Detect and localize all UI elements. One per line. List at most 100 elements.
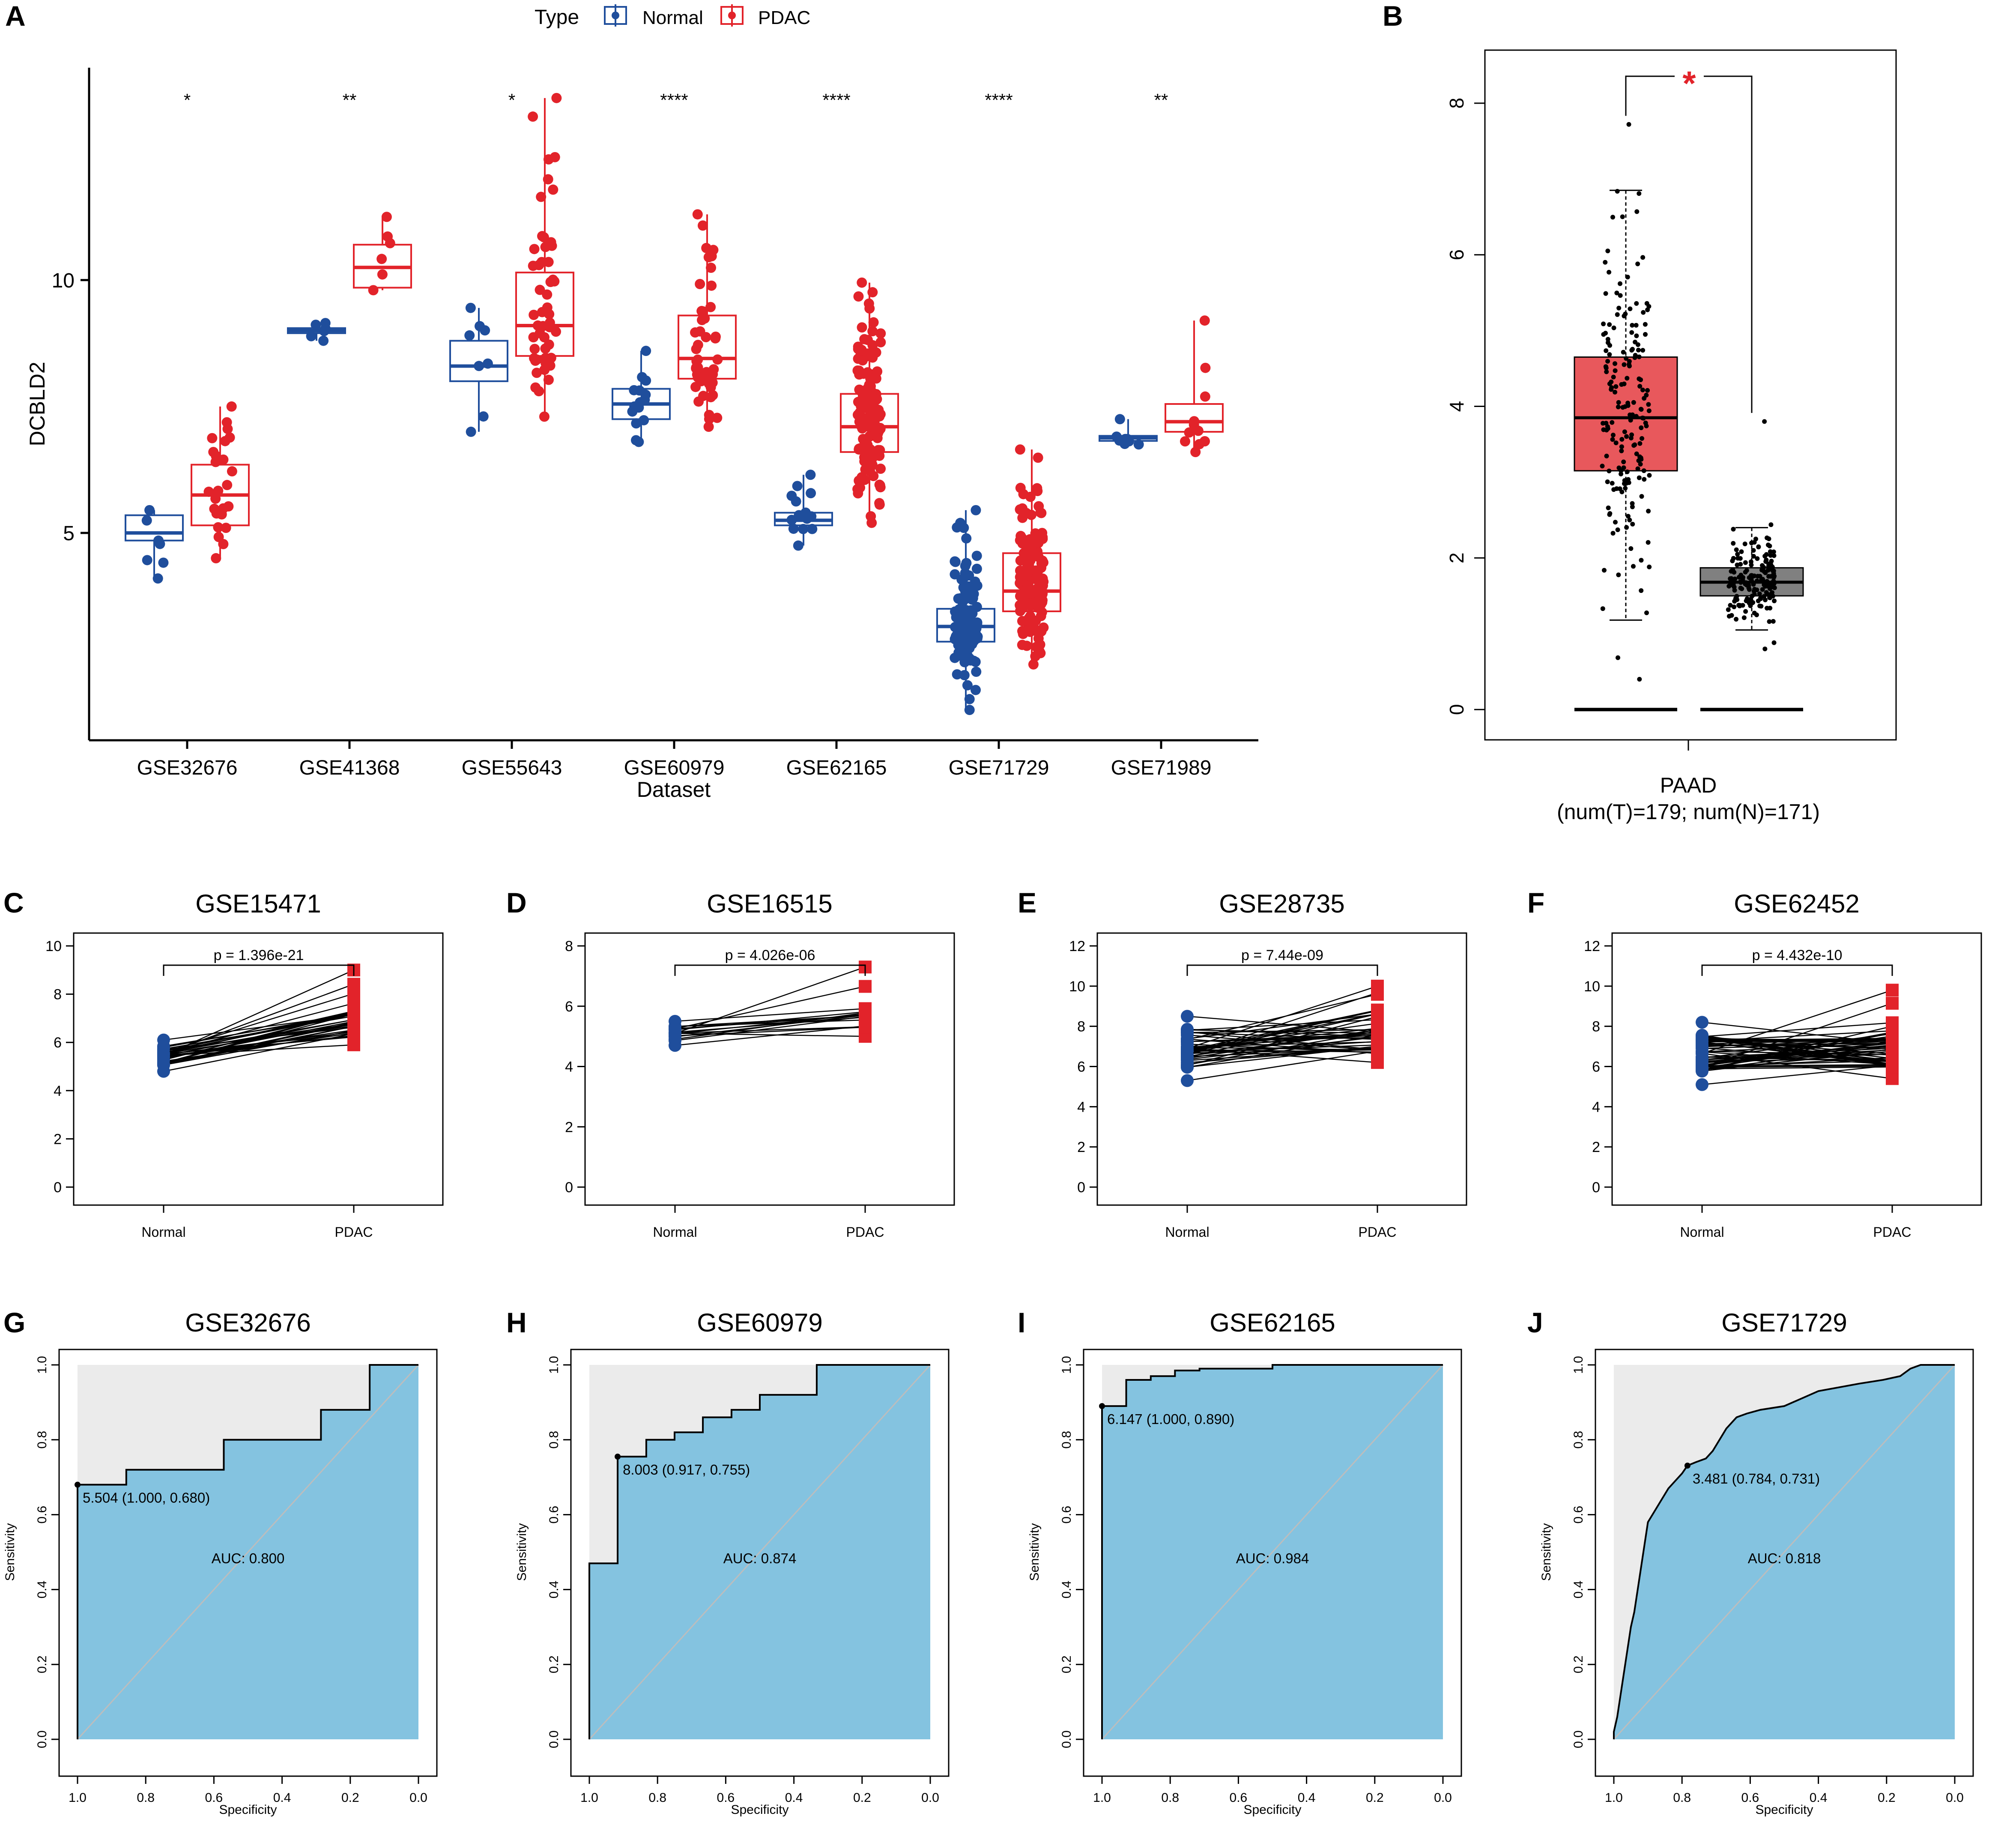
pair-line (1187, 1032, 1378, 1040)
pair-line (675, 1019, 866, 1027)
data-point (1610, 531, 1616, 536)
panel-letter-j: J (1527, 1307, 1543, 1338)
data-point-pdac (706, 263, 717, 273)
data-point-pdac (712, 354, 723, 365)
significance-star: * (1682, 64, 1696, 102)
data-point-pdac (863, 298, 874, 309)
data-point (1619, 437, 1625, 442)
data-point-pdac (211, 451, 221, 461)
data-point (1749, 575, 1754, 580)
data-point (1732, 570, 1737, 575)
data-point (1638, 462, 1643, 467)
data-point (1601, 568, 1607, 573)
pdac-point (1371, 1045, 1384, 1059)
data-point (1619, 468, 1624, 473)
data-point-pdac (534, 386, 544, 397)
data-point-normal (967, 639, 977, 649)
p-value-label: p = 7.44e-09 (1241, 947, 1323, 963)
y-tick-label: 0.8 (547, 1431, 561, 1449)
y-tick-label: 0.6 (1571, 1506, 1586, 1524)
legend-a: Type Normal PDAC (535, 4, 810, 29)
best-threshold-label: 3.481 (0.784, 0.731) (1693, 1471, 1820, 1487)
plot-frame (1096, 932, 1467, 1206)
auc-label: AUC: 0.800 (212, 1550, 285, 1566)
data-point (1739, 586, 1744, 591)
data-point-pdac (551, 93, 562, 103)
data-point-pdac (529, 309, 539, 320)
data-point (1620, 405, 1625, 410)
panel-letter-h: H (506, 1307, 527, 1338)
pdac-point (1371, 1008, 1384, 1021)
data-point (1765, 606, 1770, 611)
data-point (1764, 557, 1769, 562)
data-point-normal (961, 605, 971, 616)
data-point-pdac (853, 488, 863, 499)
normal-point (157, 1047, 170, 1060)
normal-point (1696, 1030, 1708, 1043)
data-point-pdac (862, 335, 873, 345)
data-point-pdac (1026, 509, 1036, 520)
data-point (1771, 583, 1776, 588)
data-point-pdac (203, 486, 214, 497)
data-point (1754, 578, 1759, 583)
data-point (1639, 407, 1644, 412)
x-tick-label: Normal (1680, 1224, 1724, 1240)
y-tick-label: 0.8 (1571, 1431, 1586, 1449)
data-point (1607, 381, 1612, 386)
data-point (1757, 591, 1762, 596)
data-point (1734, 547, 1739, 552)
pair-line (675, 986, 866, 1029)
panel-title: GSE71729 (1721, 1308, 1847, 1337)
data-point (1626, 362, 1631, 367)
x-axis-label: Specificity (219, 1803, 277, 1817)
data-point-normal (970, 685, 981, 695)
data-point-normal (965, 584, 975, 595)
pair-line (1187, 1029, 1378, 1034)
data-point (1743, 560, 1748, 565)
pair-line (1187, 1035, 1378, 1042)
y-axis-label: Sensitivity (3, 1523, 17, 1581)
data-point-pdac (875, 328, 886, 339)
data-point (1634, 333, 1639, 338)
panel-a-x-tick-label: GSE32676 (137, 757, 238, 779)
data-point-pdac (535, 328, 545, 338)
data-point (1731, 527, 1736, 532)
panel-b-boxplot: 0 2 4 6 8 * PAAD (num(T)=179; num(N)=171) (1446, 49, 1897, 824)
data-point-pdac (1017, 512, 1028, 523)
data-point (1625, 469, 1630, 474)
panel-a-x-tick-label: GSE55643 (462, 757, 562, 779)
pair-line (675, 1015, 866, 1029)
data-point-pdac (381, 212, 392, 222)
data-point-normal (141, 515, 152, 526)
pair-line (1702, 1045, 1893, 1060)
significance-bg (1675, 64, 1704, 90)
data-point-pdac (690, 382, 701, 392)
y-tick-label: 1.0 (35, 1356, 49, 1374)
data-point (1605, 479, 1610, 485)
data-point-normal (792, 481, 803, 491)
pair-line (675, 1026, 866, 1034)
data-point-normal (964, 694, 975, 704)
data-point (1742, 542, 1747, 547)
data-point-pdac (1017, 616, 1027, 626)
data-point (1629, 330, 1634, 335)
normal-point (1181, 1010, 1194, 1023)
data-point-normal (950, 556, 961, 567)
data-point (1613, 389, 1618, 395)
pdac-point (347, 978, 360, 991)
pair-line (1702, 1064, 1893, 1067)
y-tick-label: 10 (45, 938, 62, 954)
data-point-pdac (543, 174, 553, 185)
data-point-normal (1114, 435, 1125, 446)
panel-b-y-tick-label: 2 (1446, 553, 1468, 564)
data-point (1732, 576, 1738, 581)
data-point-pdac (529, 244, 540, 254)
data-point-pdac (528, 111, 538, 122)
data-point (1616, 655, 1621, 660)
data-point (1637, 376, 1642, 381)
pdac-point (347, 1029, 360, 1042)
pair-line (1187, 1049, 1378, 1053)
pair-line (675, 1025, 866, 1046)
data-point (1726, 607, 1731, 612)
best-threshold-label: 8.003 (0.917, 0.755) (623, 1462, 750, 1478)
